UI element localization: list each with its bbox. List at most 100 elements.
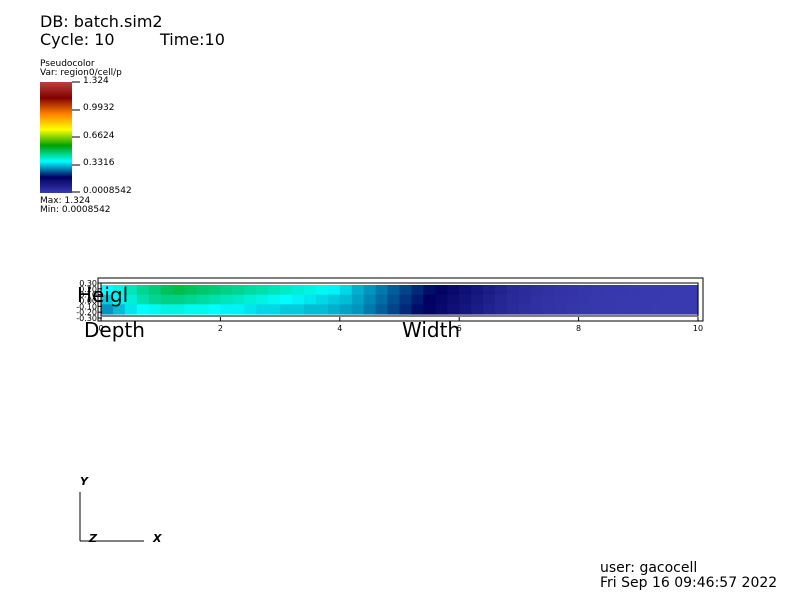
heatmap-cell xyxy=(459,294,472,305)
heatmap-cell xyxy=(160,294,174,305)
heatmap-cell xyxy=(172,304,186,315)
heatmap-cell xyxy=(459,304,472,315)
heatmap-cell xyxy=(471,294,484,305)
heatmap-cell xyxy=(566,294,580,305)
heatmap-cell xyxy=(447,294,460,305)
heatmap-cell xyxy=(303,294,317,305)
heatmap-cell xyxy=(112,294,126,305)
heatmap-cell xyxy=(315,304,329,315)
triad-y-label: Y xyxy=(80,475,89,488)
legend-variable: Var: region0/cell/p xyxy=(40,68,122,78)
heatmap-cell xyxy=(101,304,114,315)
heatmap-cell xyxy=(196,304,210,315)
legend-tick-label: 0.6624 xyxy=(83,131,115,141)
y-tick-label: 0.10 xyxy=(79,291,97,300)
heatmap-cell xyxy=(101,294,114,305)
heatmap-cell xyxy=(256,304,269,315)
heatmap-cell xyxy=(650,285,663,296)
heatmap-cell xyxy=(363,285,377,296)
y-tick-label: -0.30 xyxy=(76,314,97,323)
y-axis-ticks: 0.300.200.100.00-0.10-0.20-0.30 xyxy=(76,279,102,323)
y-tick-label: -0.20 xyxy=(76,308,97,317)
heatmap-cell xyxy=(280,294,293,305)
heatmap-cell xyxy=(148,294,162,305)
heatmap-cell xyxy=(530,294,544,305)
heatmap-cell xyxy=(148,285,162,296)
heatmap-cell xyxy=(423,285,436,296)
heatmap-cell xyxy=(554,285,568,296)
heatmap-cell xyxy=(375,285,389,296)
y-tick-label: 0.30 xyxy=(79,279,97,288)
heatmap-cell xyxy=(112,285,126,296)
heatmap-cell xyxy=(411,285,424,296)
x-axis-title: Width xyxy=(402,318,460,342)
heatmap-cell xyxy=(626,285,639,296)
heatmap-cell xyxy=(542,285,556,296)
heatmap-cell xyxy=(542,304,556,315)
heatmap-cell xyxy=(423,294,436,305)
heatmap-cell xyxy=(471,304,484,315)
heatmap-cell xyxy=(268,294,281,305)
heatmap-cell xyxy=(566,304,580,315)
heatmap-cell xyxy=(303,285,317,296)
time-label: Time:10 xyxy=(160,30,225,49)
heatmap-cell xyxy=(662,294,675,305)
heatmap-cell xyxy=(351,294,365,305)
heatmap-cell xyxy=(375,294,389,305)
heatmap-cell xyxy=(435,294,448,305)
heatmap-cell xyxy=(614,304,627,315)
heatmap-cell xyxy=(602,294,616,305)
heatmap-cell xyxy=(124,285,138,296)
heatmap-cell xyxy=(136,285,150,296)
plot-inner-frame xyxy=(100,282,699,317)
heatmap-cell xyxy=(112,304,126,315)
z-axis-title: Depth xyxy=(84,318,145,342)
heatmap-cell xyxy=(554,294,568,305)
heatmap-cell xyxy=(303,304,317,315)
heatmap-cell xyxy=(459,285,472,296)
cycle-label: Cycle: 10 xyxy=(40,30,115,49)
y-tick-label: 0.00 xyxy=(79,297,97,306)
heatmap-cell xyxy=(411,294,424,305)
x-axis-ticks: 0 2 4 6 8 10 xyxy=(98,317,703,333)
heatmap-cell xyxy=(590,304,604,315)
heatmap-cell xyxy=(566,285,580,296)
legend-tick-label: 0.0008542 xyxy=(83,186,132,196)
triad-x-label: X xyxy=(152,532,162,545)
heatmap-cell xyxy=(196,294,210,305)
heatmap-cell xyxy=(172,294,186,305)
heatmap-cell xyxy=(674,294,687,305)
heatmap-cell xyxy=(483,304,496,315)
heatmap-cell xyxy=(268,285,281,296)
heatmap-cell xyxy=(315,294,329,305)
heatmap-cell xyxy=(268,304,281,315)
heatmap-cell xyxy=(399,285,413,296)
heatmap-cell xyxy=(638,294,651,305)
heatmap-cell xyxy=(220,304,233,315)
heatmap-cell xyxy=(506,294,520,305)
heatmap-cell xyxy=(650,294,663,305)
heatmap-cell xyxy=(327,294,341,305)
heatmap-cell xyxy=(674,304,687,315)
heatmap-cell xyxy=(172,285,186,296)
heatmap-cell xyxy=(447,304,460,315)
heatmap-cell xyxy=(136,304,150,315)
heatmap-cell xyxy=(614,294,627,305)
y-tick-label: 0.20 xyxy=(79,285,97,294)
heatmap-cell xyxy=(614,285,627,296)
heatmap-cell xyxy=(495,285,508,296)
heatmap-cell xyxy=(399,304,413,315)
heatmap-cell xyxy=(662,285,675,296)
heatmap-cell xyxy=(686,294,699,305)
heatmap-cell xyxy=(339,294,353,305)
x-tick-label: 6 xyxy=(457,324,462,333)
x-tick-label: 10 xyxy=(693,324,703,333)
heatmap-cell xyxy=(244,285,257,296)
heatmap-cell xyxy=(148,304,162,315)
x-tick-label: 8 xyxy=(576,324,581,333)
heatmap-cell xyxy=(638,285,651,296)
legend-tick-label: 0.3316 xyxy=(83,158,115,168)
heatmap-cell xyxy=(674,285,687,296)
heatmap-cell xyxy=(518,294,532,305)
